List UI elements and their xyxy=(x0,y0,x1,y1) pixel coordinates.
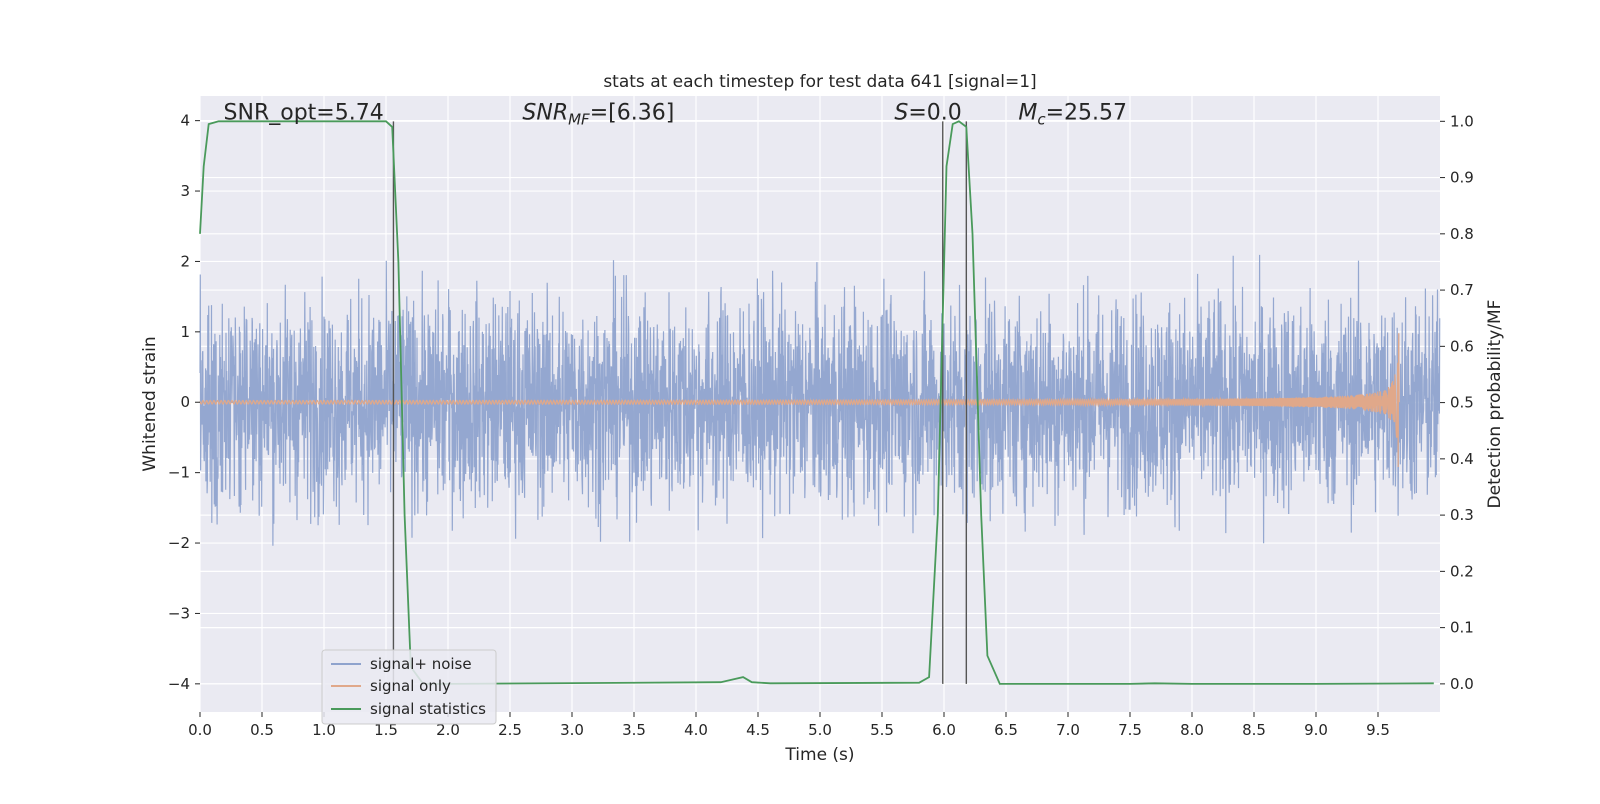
x-tick-label-8: 4.0 xyxy=(684,721,708,739)
right-y-tick-label-7: 0.7 xyxy=(1450,281,1474,299)
series-signal-statistics xyxy=(199,120,1434,685)
left-y-tick-label-5: 1 xyxy=(180,323,190,341)
x-tick-label-13: 6.5 xyxy=(994,721,1018,739)
legend: signal+ noise signal only signal statist… xyxy=(321,649,497,725)
left-y-tick-label-6: 2 xyxy=(180,252,190,270)
x-axis-ticks: 0.0 0.5 1.0 1.5 2.0 2.5 3.0 3.5 4.0 4.5 5.0 5.5 6.0 6… xyxy=(188,712,1390,739)
right-y-tick-label-2: 0.2 xyxy=(1450,562,1474,580)
left-y-axis-ticks: −4 −3 −2 −1 0 1 2 3 4 xyxy=(168,112,200,693)
left-y-tick-label-3: −1 xyxy=(168,464,190,482)
x-tick-label-4: 2.0 xyxy=(436,721,460,739)
series-signal-noise xyxy=(199,254,1441,546)
x-tick-label-17: 8.5 xyxy=(1242,721,1266,739)
signal-statistics-line xyxy=(199,120,1434,685)
x-tick-label-3: 1.5 xyxy=(374,721,398,739)
annotations: SNR_opt=5.74 SNRMF=[6.36] S=0.0 Mc=25.57 xyxy=(224,100,1127,128)
right-y-tick-label-8: 0.8 xyxy=(1450,225,1474,243)
left-y-tick-label-4: 0 xyxy=(180,393,190,411)
x-tick-label-19: 9.5 xyxy=(1366,721,1390,739)
legend-box xyxy=(321,649,497,725)
x-tick-label-15: 7.5 xyxy=(1118,721,1142,739)
right-y-axis-ticks: 0.0 0.1 0.2 0.3 0.4 0.5 0.6 0.7 0.8 0.9 1.0 xyxy=(1440,112,1474,693)
right-y-tick-label-9: 0.9 xyxy=(1450,169,1474,187)
left-y-tick-label-1: −3 xyxy=(168,604,190,622)
legend-label-signal-only: signal only xyxy=(370,677,451,695)
right-y-tick-label-0: 0.0 xyxy=(1450,675,1474,693)
x-tick-label-7: 3.5 xyxy=(622,721,646,739)
right-y-tick-label-3: 0.3 xyxy=(1450,506,1474,524)
left-y-tick-label-7: 3 xyxy=(180,182,190,200)
x-tick-label-1: 0.5 xyxy=(250,721,274,739)
right-y-tick-label-1: 0.1 xyxy=(1450,619,1474,637)
annotation-snr-mf: SNRMF=[6.36] xyxy=(522,100,674,128)
right-y-tick-label-10: 1.0 xyxy=(1450,112,1474,130)
legend-label-signal-statistics: signal statistics xyxy=(370,700,486,718)
legend-label-signal-noise: signal+ noise xyxy=(370,655,472,673)
x-tick-label-12: 6.0 xyxy=(932,721,956,739)
annotation-snr-opt: SNR_opt=5.74 xyxy=(224,100,384,125)
x-tick-label-2: 1.0 xyxy=(312,721,336,739)
x-axis-label: Time (s) xyxy=(784,745,854,765)
x-tick-label-6: 3.0 xyxy=(560,721,584,739)
chart-title: stats at each timestep for test data 641… xyxy=(603,72,1036,92)
x-tick-label-9: 4.5 xyxy=(746,721,770,739)
left-y-tick-label-2: −2 xyxy=(168,534,190,552)
left-y-tick-label-8: 4 xyxy=(180,112,190,130)
x-tick-label-11: 5.5 xyxy=(870,721,894,739)
left-y-axis-label: Whitened strain xyxy=(140,336,160,471)
x-tick-label-16: 8.0 xyxy=(1180,721,1204,739)
x-tick-label-18: 9.0 xyxy=(1304,721,1328,739)
x-tick-label-14: 7.0 xyxy=(1056,721,1080,739)
right-y-axis-label: Detection probability/MF xyxy=(1485,300,1505,509)
signal-only-line xyxy=(199,333,1400,468)
threshold-lines xyxy=(392,121,968,684)
x-tick-label-0: 0.0 xyxy=(188,721,212,739)
right-y-tick-label-4: 0.4 xyxy=(1450,450,1474,468)
left-y-tick-label-0: −4 xyxy=(168,675,190,693)
right-y-tick-label-6: 0.6 xyxy=(1450,337,1474,355)
series-signal-only xyxy=(199,333,1400,468)
right-y-tick-label-5: 0.5 xyxy=(1450,394,1474,412)
x-tick-label-10: 5.0 xyxy=(808,721,832,739)
x-tick-label-5: 2.5 xyxy=(498,721,522,739)
signal-noise-line xyxy=(199,254,1441,546)
annotation-s-value: S=0.0 xyxy=(894,100,961,125)
annotation-mc-value: Mc=25.57 xyxy=(1018,100,1127,128)
